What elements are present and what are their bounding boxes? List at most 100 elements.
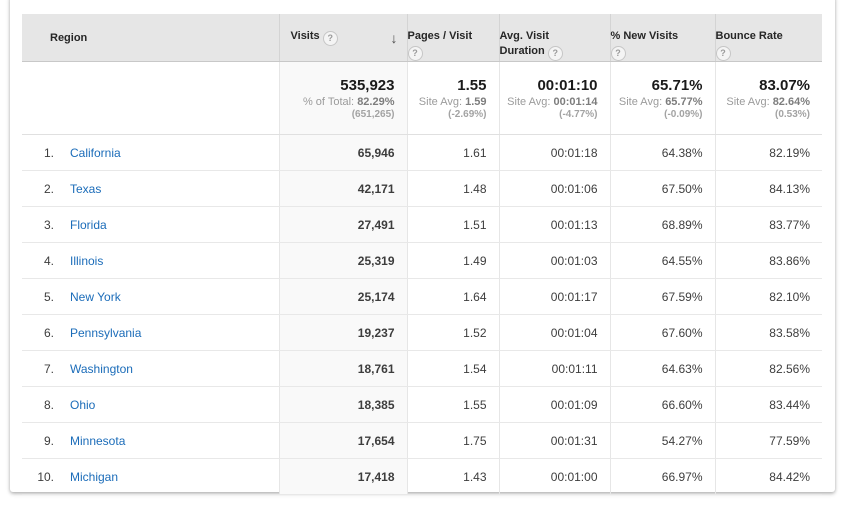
help-icon[interactable]: ? <box>715 46 731 61</box>
bounce-rate-cell: 82.10% <box>714 278 822 315</box>
table-row: 2. Texas 42,171 1.48 00:01:06 67.50% 84.1… <box>22 170 822 207</box>
column-label-avg-visit: Avg. Visit <box>499 30 550 42</box>
new-visits-cell: 64.55% <box>609 242 715 279</box>
region-link[interactable]: Florida <box>70 217 107 232</box>
column-label-duration: Duration <box>499 45 545 57</box>
visits-cell: 17,654 <box>278 422 407 459</box>
column-header-pages-visit[interactable]: Pages / Visit ? <box>406 14 499 62</box>
column-header-visits[interactable]: Visits ? ↓ <box>278 14 407 62</box>
row-rank: 3. <box>43 217 54 232</box>
region-link[interactable]: Illinois <box>70 253 104 268</box>
help-icon[interactable]: ? <box>407 46 423 61</box>
new-visits-cell: 54.27% <box>609 422 715 459</box>
new-visits-cell: 66.60% <box>609 386 715 423</box>
row-rank: 6. <box>43 325 54 340</box>
region-link[interactable]: California <box>70 145 121 160</box>
table-row: 6. Pennsylvania 19,237 1.52 00:01:04 67.6… <box>22 314 822 351</box>
region-link[interactable]: Ohio <box>70 397 96 412</box>
avg-duration-cell: 00:01:17 <box>498 278 610 315</box>
column-header-region[interactable]: Region <box>22 14 279 62</box>
region-link[interactable]: New York <box>70 289 121 304</box>
new-visits-cell: 67.60% <box>609 314 715 351</box>
table-row: 10. Michigan 17,418 1.43 00:01:00 66.97% … <box>22 458 822 495</box>
summary-avg-duration: 00:01:10 Site Avg: 00:01:14 (-4.77%) <box>498 61 610 135</box>
bounce-rate-cell: 82.56% <box>714 350 822 387</box>
visits-cell: 25,319 <box>278 242 407 279</box>
regions-table: Region Visits ? ↓ Pages / V <box>22 14 822 495</box>
help-icon[interactable]: ? <box>610 46 626 61</box>
avg-duration-cell: 00:01:13 <box>498 206 610 243</box>
help-icon[interactable]: ? <box>322 30 338 46</box>
pages-visit-cell: 1.43 <box>406 458 499 495</box>
region-link[interactable]: Michigan <box>70 469 119 484</box>
avg-duration-cell: 00:01:06 <box>498 170 610 207</box>
visits-cell: 18,385 <box>278 386 407 423</box>
pages-visit-cell: 1.51 <box>406 206 499 243</box>
pages-visit-cell: 1.49 <box>406 242 499 279</box>
avg-duration-cell: 00:01:00 <box>498 458 610 495</box>
bounce-rate-cell: 82.19% <box>714 134 822 171</box>
help-icon[interactable]: ? <box>547 46 563 61</box>
table-row: 7. Washington 18,761 1.54 00:01:11 64.63%… <box>22 350 822 387</box>
row-rank: 10. <box>37 469 54 484</box>
table-row: 9. Minnesota 17,654 1.75 00:01:31 54.27% … <box>22 422 822 459</box>
summary-region-cell <box>22 61 279 135</box>
new-visits-cell: 64.63% <box>609 350 715 387</box>
column-label-pages-visit: Pages / Visit <box>407 30 473 42</box>
summary-row: 535,923 % of Total: 82.29% (651,265) 1.5… <box>22 61 822 135</box>
table-row: 5. New York 25,174 1.64 00:01:17 67.59% 8… <box>22 278 822 315</box>
avg-duration-cell: 00:01:31 <box>498 422 610 459</box>
summary-bounce-rate: 83.07% Site Avg: 82.64% (0.53%) <box>714 61 822 135</box>
avg-duration-cell: 00:01:18 <box>498 134 610 171</box>
new-visits-cell: 68.89% <box>609 206 715 243</box>
pages-visit-cell: 1.75 <box>406 422 499 459</box>
bounce-rate-cell: 84.13% <box>714 170 822 207</box>
row-rank: 9. <box>43 433 54 448</box>
column-header-avg-duration[interactable]: Avg. Visit Duration ? <box>498 14 610 62</box>
sort-descending-icon: ↓ <box>390 29 398 46</box>
pages-visit-cell: 1.54 <box>406 350 499 387</box>
new-visits-cell: 67.50% <box>609 170 715 207</box>
new-visits-cell: 67.59% <box>609 278 715 315</box>
row-rank: 5. <box>43 289 54 304</box>
region-link[interactable]: Washington <box>70 361 133 376</box>
column-label-region: Region <box>50 31 88 44</box>
table-row: 4. Illinois 25,319 1.49 00:01:03 64.55% 8… <box>22 242 822 279</box>
row-rank: 2. <box>43 181 54 196</box>
pages-visit-cell: 1.64 <box>406 278 499 315</box>
visits-cell: 42,171 <box>278 170 407 207</box>
bounce-rate-cell: 77.59% <box>714 422 822 459</box>
pages-visit-cell: 1.61 <box>406 134 499 171</box>
avg-duration-cell: 00:01:09 <box>498 386 610 423</box>
summary-visits: 535,923 % of Total: 82.29% (651,265) <box>278 61 407 135</box>
header-row: Region Visits ? ↓ Pages / V <box>22 14 822 62</box>
avg-duration-cell: 00:01:11 <box>498 350 610 387</box>
new-visits-cell: 66.97% <box>609 458 715 495</box>
column-header-new-visits[interactable]: % New Visits ? <box>609 14 715 62</box>
column-label-visits: Visits <box>290 29 320 42</box>
region-link[interactable]: Texas <box>70 181 102 196</box>
pages-visit-cell: 1.48 <box>406 170 499 207</box>
visits-cell: 18,761 <box>278 350 407 387</box>
row-rank: 4. <box>43 253 54 268</box>
column-label-new-visits: % New Visits <box>610 30 679 42</box>
visits-cell: 17,418 <box>278 458 407 495</box>
avg-duration-cell: 00:01:03 <box>498 242 610 279</box>
column-header-bounce-rate[interactable]: Bounce Rate ? <box>714 14 822 62</box>
row-rank: 7. <box>43 361 54 376</box>
region-link[interactable]: Minnesota <box>70 433 126 448</box>
visits-cell: 65,946 <box>278 134 407 171</box>
table-row: 1. California 65,946 1.61 00:01:18 64.38%… <box>22 134 822 171</box>
new-visits-cell: 64.38% <box>609 134 715 171</box>
bounce-rate-cell: 84.42% <box>714 458 822 495</box>
pages-visit-cell: 1.55 <box>406 386 499 423</box>
row-rank: 8. <box>43 397 54 412</box>
column-label-bounce-rate: Bounce Rate <box>715 30 783 42</box>
visits-cell: 19,237 <box>278 314 407 351</box>
region-link[interactable]: Pennsylvania <box>70 325 142 340</box>
bounce-rate-cell: 83.86% <box>714 242 822 279</box>
report-card: Region Visits ? ↓ Pages / V <box>10 0 835 495</box>
summary-new-visits: 65.71% Site Avg: 65.77% (-0.09%) <box>609 61 715 135</box>
visits-cell: 25,174 <box>278 278 407 315</box>
